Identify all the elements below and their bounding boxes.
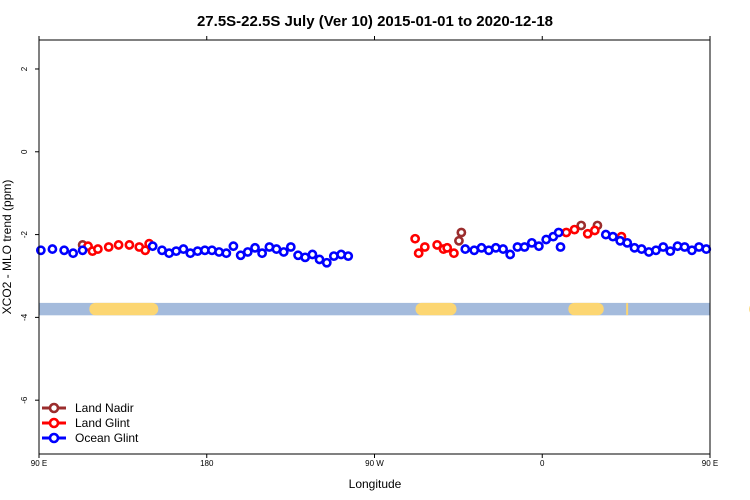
data-point: [278, 247, 289, 257]
data-point: [221, 248, 232, 259]
legend-label: Land Glint: [75, 416, 130, 430]
data-point: [555, 242, 566, 252]
data-point: [321, 257, 332, 268]
data-point: [68, 248, 79, 259]
data-point: [419, 242, 430, 252]
data-point: [505, 249, 516, 260]
data-point: [124, 240, 135, 250]
data-point: [228, 241, 239, 252]
data-point: [413, 248, 424, 259]
land-segment: [89, 302, 159, 316]
data-point: [214, 247, 224, 257]
series-layer: [35, 220, 712, 268]
x-tick-label: 90 E: [702, 459, 718, 468]
data-point: [519, 242, 530, 252]
data-point: [442, 242, 453, 253]
data-point: [569, 224, 580, 235]
x-tick-label: 90 W: [365, 459, 384, 468]
data-point: [622, 237, 633, 248]
data-point: [658, 242, 669, 252]
y-axis-label: XCO2 - MLO trend (ppm): [0, 180, 14, 315]
x-tick-label: 180: [200, 459, 214, 468]
series-ocean-glint: [35, 227, 712, 268]
data-point: [589, 225, 600, 236]
data-point: [665, 246, 676, 257]
data-point: [77, 245, 88, 256]
ocean-band: [39, 302, 710, 316]
y-tick-label: 2: [20, 66, 29, 71]
y-axis: -6 -4 -2 0 2: [20, 66, 39, 404]
data-point: [553, 227, 564, 238]
y-tick-label: -6: [20, 396, 29, 404]
legend-label: Ocean Glint: [75, 431, 139, 445]
land-segment: [568, 302, 604, 316]
land-ocean-band: [39, 302, 750, 316]
data-point: [561, 227, 572, 238]
chart-title: 27.5S-22.5S July (Ver 10) 2015-01-01 to …: [197, 13, 553, 30]
data-point: [679, 242, 690, 252]
data-point: [576, 220, 587, 231]
data-point: [343, 251, 354, 262]
data-point: [103, 242, 114, 252]
data-point: [490, 242, 501, 253]
x-tick-label: 0: [540, 459, 545, 468]
legend-label: Land Nadir: [75, 401, 134, 415]
legend-entry: Ocean Glint: [42, 431, 139, 445]
x-axis-label: Longitude: [349, 477, 402, 491]
data-point: [178, 244, 189, 254]
land-segment: [626, 302, 629, 316]
data-point: [454, 235, 464, 246]
data-point: [307, 249, 318, 260]
data-point: [47, 244, 58, 254]
data-point: [533, 241, 544, 252]
legend-entry: Land Glint: [42, 416, 130, 430]
data-point: [651, 245, 661, 256]
data-point: [250, 242, 260, 253]
data-point: [285, 242, 296, 252]
legend-marker: [48, 432, 60, 444]
data-point: [147, 241, 158, 252]
legend-marker: [48, 402, 60, 414]
data-point: [410, 233, 421, 244]
y-tick-label: 0: [20, 149, 29, 154]
x-tick-label: 90 E: [31, 459, 47, 468]
legend-marker: [48, 417, 60, 429]
land-segment: [415, 302, 457, 316]
data-point: [701, 244, 712, 254]
data-point: [59, 245, 70, 256]
legend-entry: Land Nadir: [42, 401, 134, 415]
x-axis-top: [38, 36, 711, 40]
data-point: [449, 248, 459, 259]
data-point: [113, 240, 124, 250]
data-point: [314, 254, 325, 265]
data-point: [257, 248, 268, 259]
data-point: [92, 244, 103, 254]
data-point: [498, 244, 509, 254]
x-axis-bottom: 90 E 180 90 W 0 90 E: [31, 454, 718, 468]
data-point: [432, 240, 443, 250]
data-point: [242, 247, 253, 257]
data-point: [35, 245, 46, 256]
y-tick-label: -4: [20, 313, 29, 321]
data-point: [607, 231, 618, 242]
data-point: [456, 227, 467, 238]
y-tick-label: -2: [20, 230, 29, 238]
data-point: [460, 244, 471, 254]
data-point: [140, 245, 151, 256]
series-land-glint: [83, 224, 627, 259]
